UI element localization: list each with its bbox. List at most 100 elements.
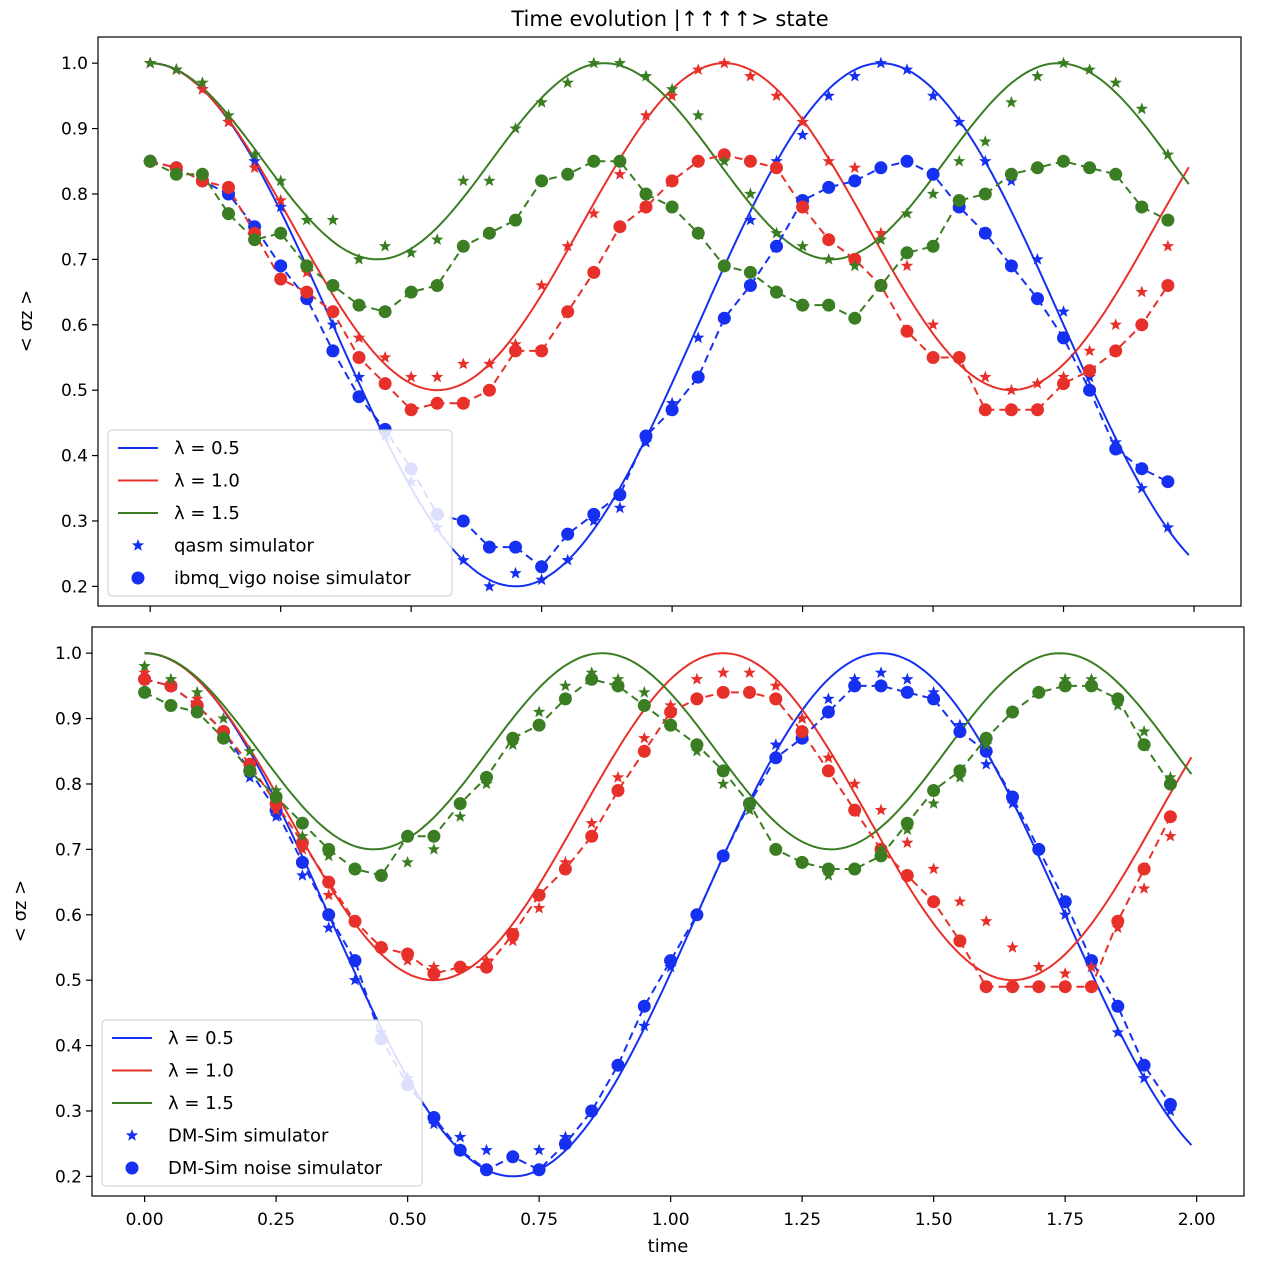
top-sim-star-point (1005, 383, 1018, 396)
top-sim-star-point (796, 239, 809, 252)
bottom-sim-star-point (1085, 960, 1098, 973)
top-sim-star-point (483, 357, 496, 370)
top-sim-star-point (1057, 305, 1070, 317)
bottom-sim-star-point (901, 836, 914, 849)
top-legend-label: ibmq_vigo noise simulator (174, 568, 411, 589)
top-noise-point (717, 259, 731, 273)
top-sim-star-point (926, 187, 940, 200)
top-sim-star-point (744, 213, 757, 226)
bottom-noise-point (716, 764, 730, 778)
bottom-ytick-label: 0.7 (55, 840, 82, 860)
top-noise-point (143, 154, 157, 168)
bottom-noise-point (322, 875, 336, 889)
bottom-noise-point (1163, 1097, 1177, 1111)
bottom-noise-point (348, 954, 362, 968)
bottom-xtick-label: 1.25 (783, 1210, 821, 1230)
bottom-sim-star-point (322, 849, 335, 862)
top-sim-star-point (457, 553, 470, 566)
bottom-legend-label: DM-Sim noise simulator (168, 1158, 383, 1179)
top-sim-star-point (822, 252, 835, 265)
top-sim-star-point (144, 56, 157, 69)
top-sim-star-point (1031, 377, 1044, 389)
top-noise-point (222, 180, 235, 194)
bottom-sim-star-point (1137, 1071, 1151, 1084)
bottom-sim-star-point (427, 1117, 441, 1130)
top-noise-point (1083, 383, 1097, 397)
top-sim-star-point (196, 82, 209, 95)
top-ytick-label: 0.4 (61, 447, 88, 467)
top-noise-point (639, 200, 653, 214)
bottom-ytick-label: 0.8 (55, 775, 82, 795)
top-legend: λ = 0.5 λ = 1.0 λ = 1.5 qasm simulator ibmq_… (107, 429, 453, 597)
bottom-sim-star-point (1111, 921, 1124, 934)
top-sim-star-point (979, 154, 992, 167)
top-sim-star-point (587, 56, 600, 69)
bottom-legend: λ = 0.5 λ = 1.0 λ = 1.5 DM-Sim simulator DM-… (101, 1019, 423, 1187)
top-noise-point (874, 279, 888, 292)
top-sim-star-point (431, 370, 444, 383)
bottom-noise-point (1058, 895, 1072, 909)
bottom-sim-star-point (269, 803, 283, 816)
bottom-sim-star-point (980, 914, 993, 927)
top-noise-point (717, 311, 731, 325)
top-noise-point (822, 233, 836, 247)
top-noise-point (1083, 161, 1097, 175)
top-noise-point (509, 213, 522, 227)
top-noise-point (613, 154, 627, 168)
top-sim-star-point (822, 89, 835, 102)
top-sim-star-point (561, 239, 574, 252)
top-sim-star-point (822, 154, 835, 167)
bottom-sim-star-point (296, 842, 309, 855)
bottom-sim-star-point (480, 1143, 493, 1156)
top-sim-star-point (457, 174, 470, 187)
top-noise-point (456, 514, 470, 528)
bottom-sim-star-point (822, 692, 835, 705)
bottom-noise-point (900, 869, 914, 882)
top-noise-line-1 (149, 160, 1169, 569)
top-sim-star-point (561, 553, 574, 566)
bottom-sim-star-point (690, 672, 704, 685)
bottom-noise-point (558, 692, 572, 706)
bottom-sim-star-point (901, 672, 914, 685)
top-noise-point (300, 285, 314, 299)
bottom-sim-star-point (296, 869, 309, 881)
top-sim-star-point (665, 396, 679, 409)
top-noise-point (326, 344, 340, 358)
bottom-noise-point (874, 679, 888, 693)
bottom-sim-star-point (980, 738, 993, 750)
top-legend-box (107, 429, 453, 597)
top-noise-point (1161, 475, 1175, 489)
bottom-xtick-label: 1.00 (652, 1210, 690, 1230)
bottom-noise-point (1111, 999, 1125, 1013)
top-sim-star-point (665, 89, 679, 102)
top-noise-point (1083, 364, 1097, 378)
top-sim-star-point (639, 436, 653, 448)
top-sim-star-point (509, 566, 522, 579)
bottom-sim-star-point (848, 862, 861, 875)
bottom-sim-star-point (638, 1019, 651, 1032)
top-sim-star-point (1031, 252, 1044, 265)
top-noise-point (665, 174, 679, 188)
bottom-noise-point (900, 685, 914, 699)
top-sim-star-point (352, 370, 366, 383)
top-noise-point (691, 154, 705, 168)
top-noise-point (874, 161, 888, 175)
bottom-sim-star-point (611, 770, 625, 783)
top-sim-star-point (248, 161, 261, 174)
top-noise-point (274, 226, 288, 240)
top-noise-point (587, 265, 601, 279)
bottom-noise-point (953, 934, 967, 948)
top-noise-point (613, 220, 627, 234)
bottom-noise-point (453, 797, 467, 811)
bottom-noise-point (769, 751, 783, 765)
top-sim-star-point (326, 305, 339, 317)
top-sim-star-point (796, 115, 809, 128)
top-noise-point (169, 167, 183, 181)
bottom-noise-point (401, 829, 415, 843)
bottom-sim-star-point (506, 738, 519, 750)
bottom-sim-star-point (664, 699, 677, 711)
top-sim-star-point (1031, 69, 1044, 82)
bottom-noise-point (585, 829, 599, 843)
bottom-sim-star-point (822, 869, 835, 881)
bottom-sim-star-point (901, 823, 914, 835)
